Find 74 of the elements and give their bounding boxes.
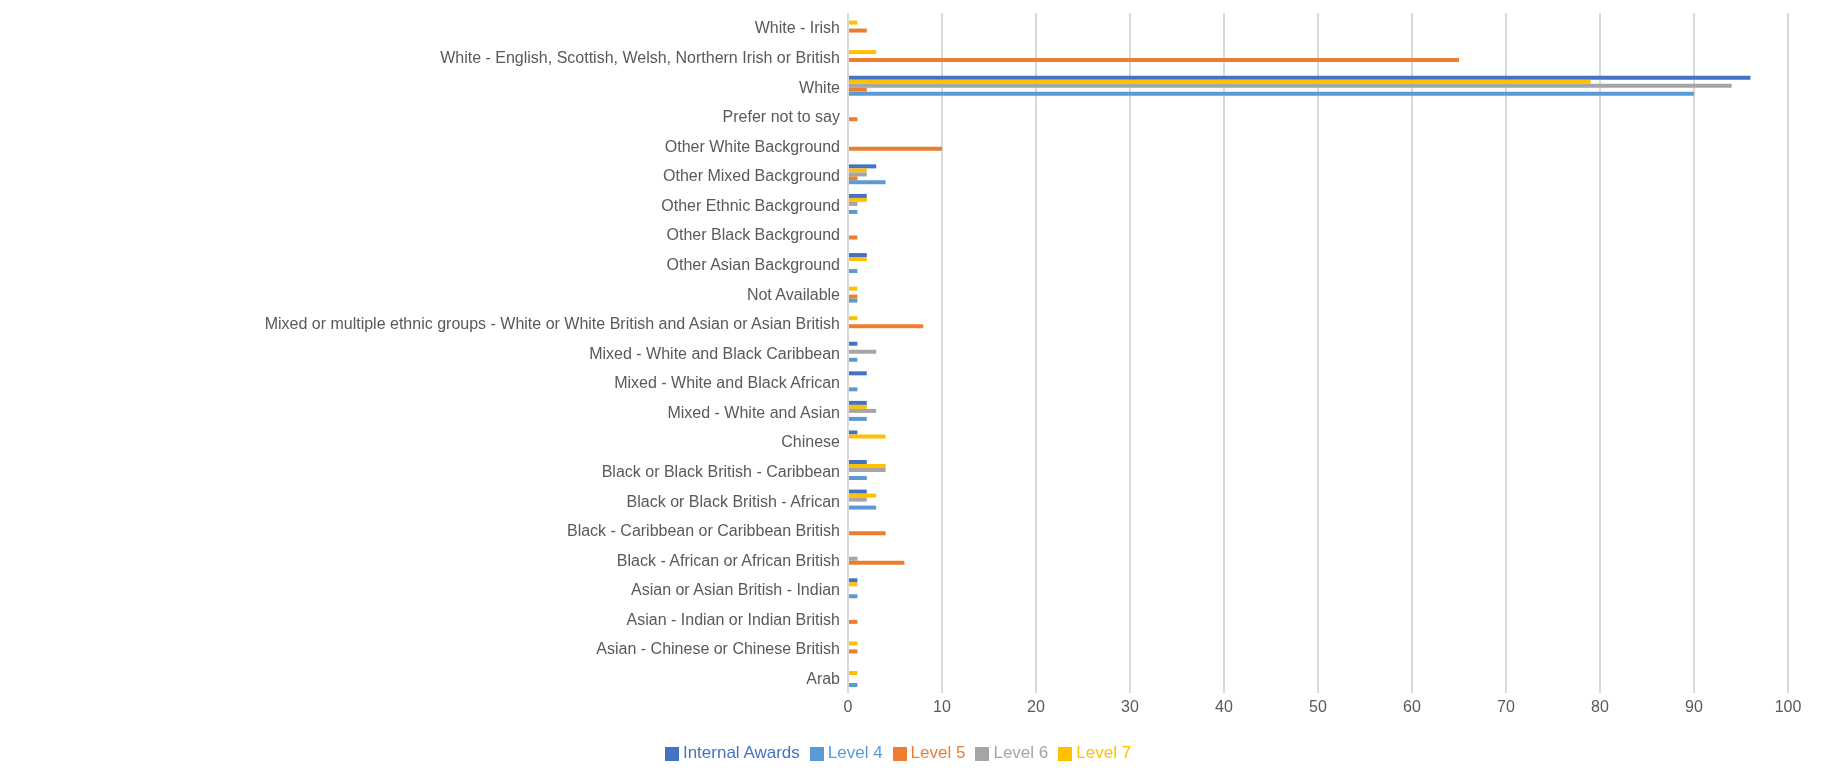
bar — [848, 58, 1459, 63]
bar — [848, 416, 867, 421]
bar — [848, 253, 867, 258]
x-tick-label: 40 — [1215, 698, 1233, 716]
bar — [848, 497, 867, 502]
y-tick-label: Asian - Indian or Indian British — [626, 610, 840, 628]
bar — [848, 476, 867, 481]
x-tick-label: 30 — [1121, 698, 1139, 716]
legend-label: Level 4 — [827, 743, 883, 762]
x-tick-label: 80 — [1591, 698, 1609, 716]
bar — [848, 172, 867, 177]
y-tick-label: Not Available — [746, 285, 841, 303]
y-tick-label: Black or Black British - African — [626, 492, 840, 510]
y-tick-label: Black or Black British - Caribbean — [601, 462, 840, 480]
bar — [848, 404, 867, 409]
y-tick-label: White - English, Scottish, Welsh, Northern Irish or British — [440, 49, 840, 67]
y-tick-label: Chinese — [781, 433, 841, 451]
x-tick-label: 70 — [1497, 698, 1515, 716]
bar — [848, 408, 877, 413]
bar — [848, 464, 886, 469]
bar — [848, 531, 886, 536]
y-tick-label: White - Irish — [754, 19, 840, 37]
y-tick-label: Asian - Chinese or Chinese British — [596, 640, 840, 658]
bar — [848, 50, 877, 55]
y-tick-label: Black - Caribbean or Caribbean British — [566, 522, 840, 540]
y-tick-label: White — [799, 78, 841, 96]
bar — [848, 349, 877, 354]
x-tick-label: 20 — [1027, 698, 1045, 716]
x-tick-label: 0 — [843, 698, 853, 716]
y-tick-label: Mixed - White and Black African — [614, 374, 840, 392]
legend-label: Level 5 — [910, 743, 966, 762]
x-tick-label: 60 — [1403, 698, 1421, 716]
bar — [848, 468, 886, 473]
bar — [848, 371, 867, 376]
y-tick-label: Other Asian Background — [666, 255, 840, 273]
x-tick-label: 50 — [1309, 698, 1327, 716]
y-tick-label: Other White Background — [664, 137, 840, 155]
y-tick-label: Mixed - White and Asian — [667, 403, 840, 421]
bar — [848, 400, 867, 405]
bar — [848, 434, 886, 439]
x-tick-label: 100 — [1774, 698, 1802, 716]
y-tick-label: Mixed or multiple ethnic groups - White or White British and Asian or Asian British — [264, 315, 840, 333]
legend-label: Internal Awards — [682, 743, 800, 762]
x-tick-label: 10 — [933, 698, 951, 716]
bar — [848, 164, 877, 169]
y-tick-label: Other Ethnic Background — [661, 196, 840, 214]
bar — [848, 168, 867, 173]
bar — [848, 28, 867, 33]
legend-label: Level 7 — [1076, 743, 1132, 762]
legend-label: Level 6 — [993, 743, 1049, 762]
y-tick-label: Prefer not to say — [722, 108, 840, 126]
bar — [848, 460, 867, 465]
y-tick-label: Black - African or African British — [616, 551, 840, 569]
bar — [848, 505, 877, 510]
bar — [848, 197, 867, 202]
bar — [848, 87, 867, 92]
bar — [848, 257, 867, 262]
bar — [848, 560, 905, 565]
bar — [848, 193, 867, 198]
bar — [848, 489, 867, 494]
bar — [848, 493, 877, 498]
y-tick-label: Mixed - White and Black Caribbean — [589, 344, 840, 362]
bar — [848, 180, 886, 185]
bar — [848, 83, 1732, 88]
bar — [848, 75, 1751, 80]
bar — [848, 79, 1591, 84]
bar — [848, 91, 1694, 96]
y-tick-label: Other Mixed Background — [663, 167, 840, 185]
bar — [848, 146, 942, 151]
y-tick-label: Asian or Asian British - Indian — [631, 581, 840, 599]
bar — [848, 324, 924, 329]
y-tick-label: Other Black Background — [666, 226, 840, 244]
x-tick-label: 90 — [1685, 698, 1703, 716]
y-tick-label: Arab — [806, 669, 841, 687]
